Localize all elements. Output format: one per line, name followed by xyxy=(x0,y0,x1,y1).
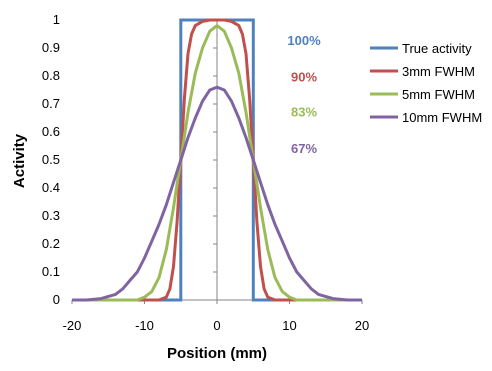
annotations: 100% 90% 83% 67% xyxy=(287,33,321,156)
percent-annotation: 83% xyxy=(291,105,317,120)
y-tick-label: 0.6 xyxy=(42,124,60,139)
percent-annotation: 90% xyxy=(291,70,317,85)
y-tick-label: 0.3 xyxy=(42,208,60,223)
series-lines xyxy=(72,18,362,302)
y-axis-title: Activity xyxy=(11,133,28,188)
y-tick-label: 0.4 xyxy=(42,180,60,195)
x-tick-label: 10 xyxy=(282,318,296,333)
y-tick-label: 0.9 xyxy=(42,40,60,55)
legend-label: 10mm FWHM xyxy=(402,110,482,125)
axes xyxy=(71,19,363,304)
y-tick-label: 0.8 xyxy=(42,68,60,83)
series-line-5mm-fwhm xyxy=(72,24,362,302)
y-tick-label: 0.5 xyxy=(42,152,60,167)
legend-label: 5mm FWHM xyxy=(402,87,475,102)
y-tick-label: 0 xyxy=(53,292,60,307)
y-tick-label: 0.1 xyxy=(42,264,60,279)
y-tick-label: 1 xyxy=(53,12,60,27)
x-axis-title: Position (mm) xyxy=(167,345,267,362)
legend-label: 3mm FWHM xyxy=(402,64,475,79)
percent-annotation: 100% xyxy=(287,33,321,48)
x-tick-label: 0 xyxy=(213,318,220,333)
series-line-3mm-fwhm xyxy=(72,18,362,302)
x-tick-label: -10 xyxy=(135,318,154,333)
x-tick-label: -20 xyxy=(63,318,82,333)
x-tick-label: 20 xyxy=(355,318,369,333)
y-tick-label: 0.2 xyxy=(42,236,60,251)
legend-label: True activity xyxy=(402,41,472,56)
y-tick-label: 0.7 xyxy=(42,96,60,111)
legend: True activity 3mm FWHM 5mm FWHM 10mm FWHM xyxy=(370,41,482,125)
percent-annotation: 67% xyxy=(291,141,317,156)
series-line-10mm-fwhm xyxy=(72,85,362,302)
tick-labels: 0 0.1 0.2 0.3 0.4 0.5 0.6 0.7 0.8 0.9 1 -20 -10 0 10 20 xyxy=(42,12,369,333)
